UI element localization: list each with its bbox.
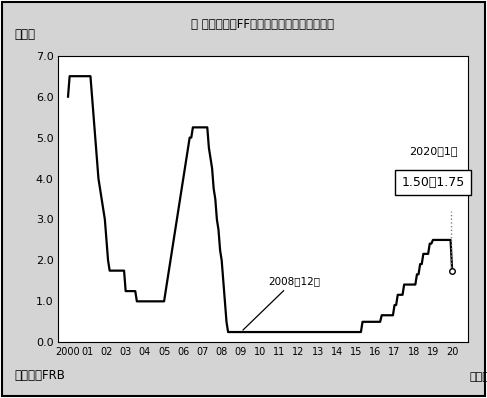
Text: 1.50～1.75: 1.50～1.75 (401, 176, 465, 189)
Text: 図 政策金利（FFレート）の誤導目標の推移: 図 政策金利（FFレート）の誤導目標の推移 (191, 18, 335, 31)
Text: 2020年1月: 2020年1月 (409, 146, 457, 156)
Text: （出所）FRB: （出所）FRB (15, 369, 65, 382)
Text: 2008年12月: 2008年12月 (243, 276, 320, 330)
Text: （％）: （％） (15, 28, 36, 41)
Text: （年）: （年） (469, 372, 487, 382)
